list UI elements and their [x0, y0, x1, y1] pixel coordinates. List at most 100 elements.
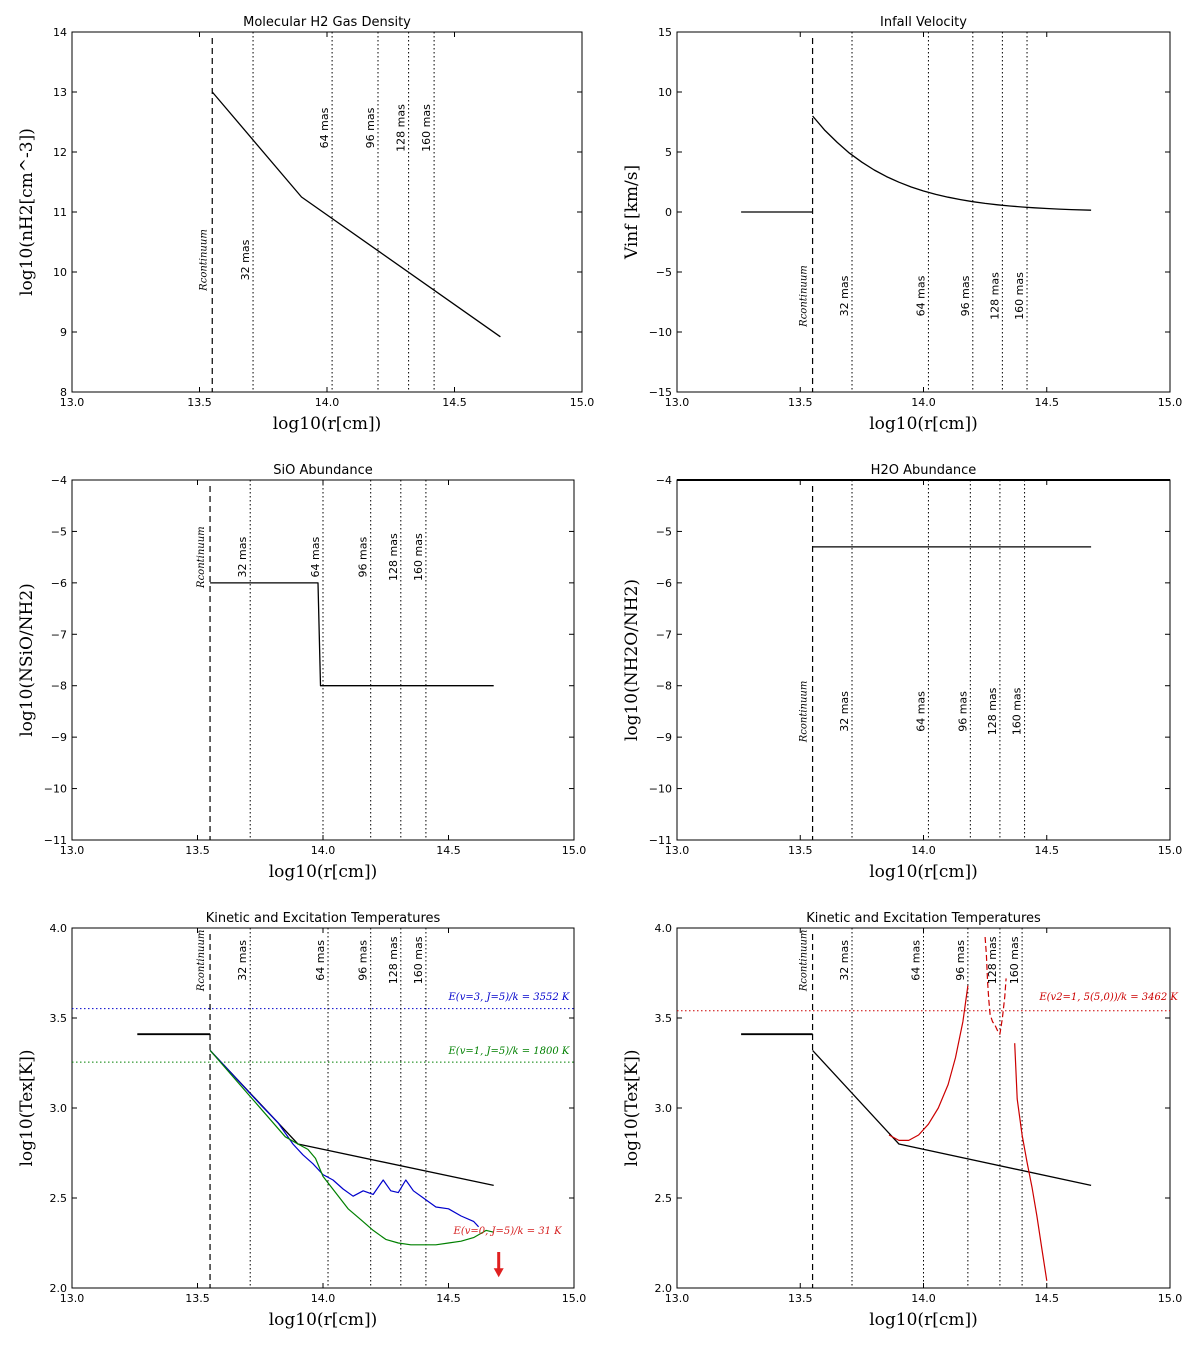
mas-label: 96 mas [357, 940, 370, 981]
x-axis-label: log10(r[cm]) [869, 862, 977, 882]
mas-label: 32 mas [838, 691, 851, 732]
x-axis-label: log10(r[cm]) [869, 1310, 977, 1330]
panel-6: Kinetic and Excitation Temperatures 13.0 1… [622, 911, 1182, 1330]
y-tick-label: 9 [60, 326, 67, 339]
series-kinetic [812, 1049, 1092, 1187]
mas-label: 64 mas [910, 940, 923, 981]
panel-1: Molecular H2 Gas Density 13.0 13.5 14.0 14.5… [17, 15, 594, 434]
y-tick-label: 2.5 [50, 1192, 68, 1205]
x-tick-label: 14.0 [311, 844, 336, 857]
x-tick-label: 14.5 [436, 844, 461, 857]
x-tick-label: 13.5 [788, 1292, 813, 1305]
x-tick-label: 13.5 [185, 1292, 210, 1305]
y-tick-label: −4 [51, 474, 67, 487]
x-tick-label: 14.0 [315, 396, 340, 409]
r-continuum-label: Rcontinuum [799, 930, 810, 993]
r-continuum-label: Rcontinuum [198, 229, 209, 292]
y-tick-label: 10 [53, 266, 67, 279]
x-tick-label: 13.5 [788, 396, 813, 409]
r-continuum-label: Rcontinuum [196, 930, 207, 993]
panel-2: Infall Velocity 13.0 13.5 14.0 14.5 15.0 −15 −1… [622, 15, 1182, 434]
x-tick-label: 14.0 [911, 844, 936, 857]
r-continuum-label: Rcontinuum [799, 265, 810, 328]
panel-title: Molecular H2 Gas Density [243, 15, 411, 30]
mas-label: 128 mas [988, 272, 1001, 320]
series-tex-branch-2 [984, 936, 1007, 1035]
y-tick-label: 3.0 [50, 1102, 68, 1115]
mas-label: 128 mas [395, 104, 408, 152]
y-tick-label: 5 [665, 146, 672, 159]
y-tick-label: 10 [658, 86, 672, 99]
y-tick-label: −10 [649, 326, 672, 339]
y-axis-label: log10(Tex[K]) [17, 1049, 37, 1166]
y-tick-label: 8 [60, 386, 67, 399]
panel-3: SiO Abundance 13.0 13.5 14.0 14.5 15.0 −11 −10 −… [17, 463, 586, 882]
x-tick-label: 13.0 [60, 844, 85, 857]
y-tick-label: 2.0 [50, 1282, 68, 1295]
mas-label: 32 mas [838, 940, 851, 981]
series-v-3-j-5 [209, 1049, 480, 1228]
y-tick-label: −6 [51, 577, 67, 590]
x-tick-label: 14.5 [1035, 844, 1060, 857]
y-tick-label: −15 [649, 386, 672, 399]
y-tick-label: 3.0 [655, 1102, 673, 1115]
panel-4: H2O Abundance 13.0 13.5 14.0 14.5 15.0 −11 −10 −… [622, 463, 1182, 882]
mas-label: 160 mas [1011, 687, 1024, 735]
mas-label: 96 mas [954, 940, 967, 981]
x-tick-label: 14.5 [436, 1292, 461, 1305]
y-tick-label: −9 [656, 731, 672, 744]
mas-label: 128 mas [986, 687, 999, 735]
series-sio [210, 582, 494, 687]
energy-level-label: E(v=3, J=5)/k = 3552 K [448, 992, 570, 1003]
plot-frame [71, 31, 583, 393]
y-tick-label: 3.5 [655, 1012, 673, 1025]
panel-title: H2O Abundance [871, 463, 977, 478]
y-tick-label: −11 [649, 834, 672, 847]
mas-label: 64 mas [914, 691, 927, 732]
y-tick-label: 3.5 [50, 1012, 68, 1025]
y-tick-label: −7 [51, 628, 67, 641]
x-tick-label: 14.0 [911, 396, 936, 409]
x-tick-label: 15.0 [570, 396, 595, 409]
y-axis-label: log10(Tex[K]) [622, 1049, 642, 1166]
y-tick-label: −8 [656, 680, 672, 693]
x-tick-label: 15.0 [1158, 844, 1183, 857]
x-tick-label: 14.5 [1035, 1292, 1060, 1305]
x-axis-label: log10(r[cm]) [273, 414, 381, 434]
mas-label: 32 mas [236, 537, 249, 578]
panel-title: SiO Abundance [273, 463, 372, 478]
mas-label: 64 mas [309, 537, 322, 578]
y-tick-label: −10 [649, 783, 672, 796]
panel-title: Kinetic and Excitation Temperatures [206, 911, 441, 926]
y-tick-label: −5 [656, 266, 672, 279]
series-infall [812, 115, 1092, 211]
mas-label: 64 mas [318, 107, 331, 148]
mas-label: 64 mas [914, 275, 927, 316]
y-tick-label: −6 [656, 577, 672, 590]
x-tick-label: 13.5 [788, 844, 813, 857]
y-tick-label: −8 [51, 680, 67, 693]
y-tick-label: 4.0 [655, 922, 673, 935]
x-axis-label: log10(r[cm]) [269, 862, 377, 882]
y-tick-label: −10 [44, 783, 67, 796]
x-tick-label: 13.0 [665, 1292, 690, 1305]
x-tick-label: 13.0 [665, 396, 690, 409]
panel-title: Kinetic and Excitation Temperatures [806, 911, 1041, 926]
y-tick-label: −4 [656, 474, 672, 487]
mas-label: 96 mas [364, 107, 377, 148]
y-tick-label: 2.5 [655, 1192, 673, 1205]
mas-label: 32 mas [239, 239, 252, 280]
mas-label: 160 mas [412, 936, 425, 984]
ground-level-label: E(v=0, J=5)/k = 31 K [453, 1226, 563, 1237]
mas-label: 96 mas [959, 275, 972, 316]
mas-label: 160 mas [412, 533, 425, 581]
y-tick-label: 2.0 [655, 1282, 673, 1295]
y-axis-label: log10(nH2[cm^-3]) [17, 128, 37, 296]
mas-label: 32 mas [236, 940, 249, 981]
x-tick-label: 14.0 [911, 1292, 936, 1305]
series-tex-branch-1 [888, 985, 969, 1142]
y-tick-label: 11 [53, 206, 67, 219]
upper-limit-arrowhead [493, 1268, 504, 1278]
mas-label: 128 mas [387, 533, 400, 581]
